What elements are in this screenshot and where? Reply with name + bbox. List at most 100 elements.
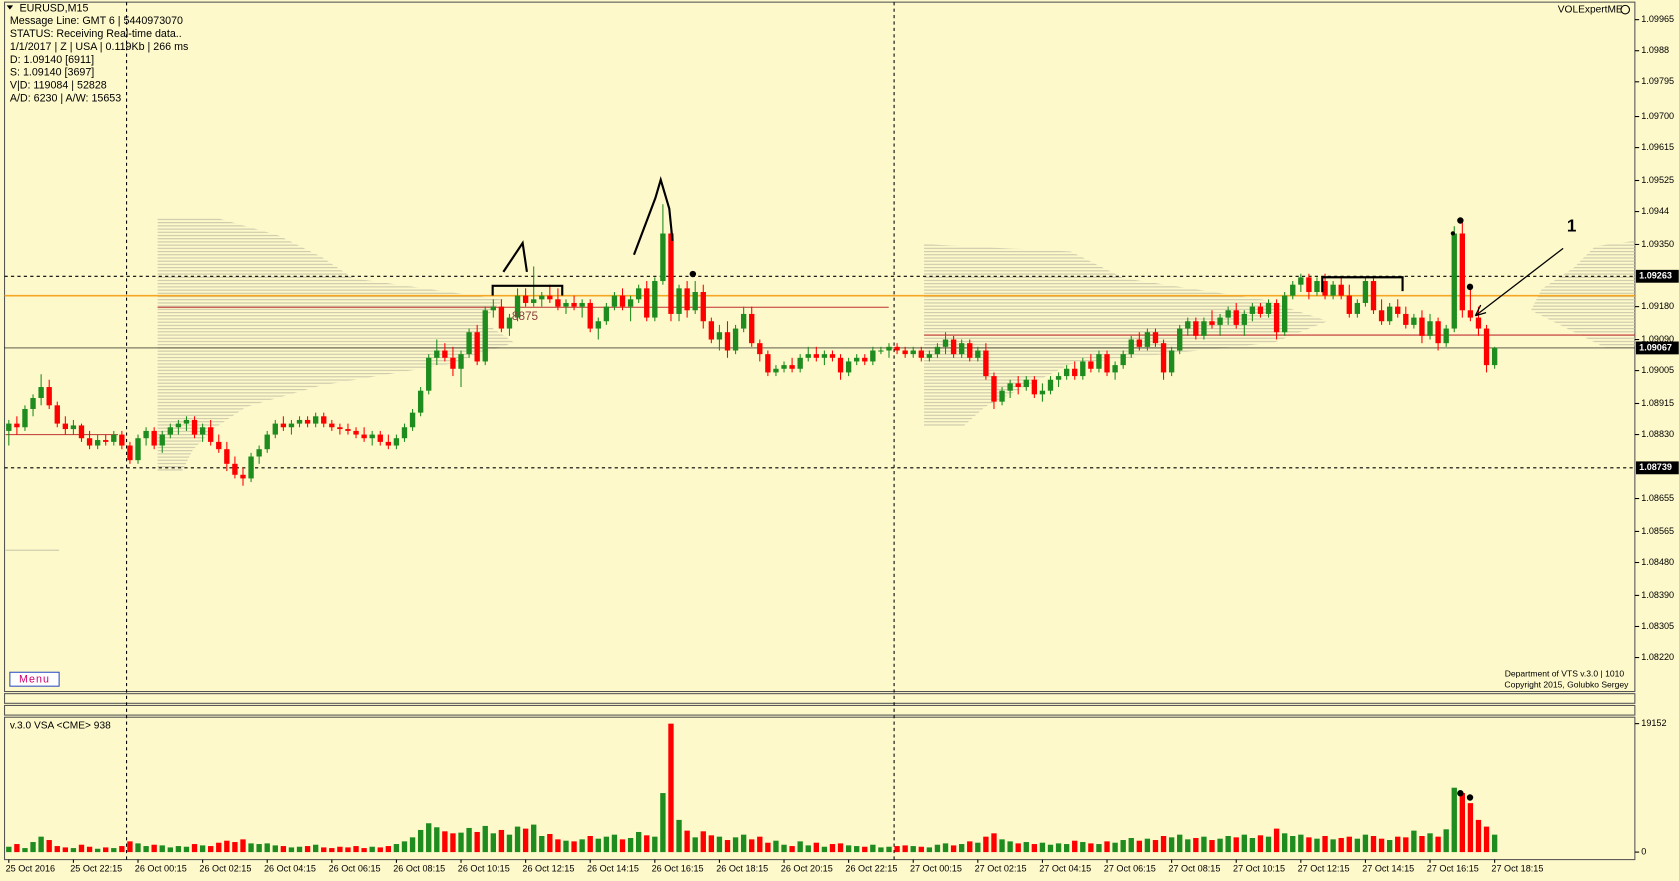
volume-bar (926, 847, 933, 853)
candle-body (466, 332, 472, 355)
volume-bar (175, 846, 182, 853)
volume-bar (288, 847, 295, 853)
volume-bar (1354, 838, 1361, 853)
x-tick-label: 26 Oct 18:15 (716, 864, 768, 874)
candle-body (167, 427, 173, 435)
volume-bar (151, 844, 157, 853)
volume-bar (191, 844, 198, 853)
y-tick-label: 1.08565 (1641, 526, 1674, 536)
candle-body (1241, 313, 1247, 325)
volume-bar (1483, 826, 1490, 853)
candle-body (442, 350, 448, 358)
candle-body (361, 434, 367, 439)
y-tick-label: 1.08830 (1641, 429, 1674, 439)
dots (689, 217, 1474, 801)
volume-bar (78, 844, 85, 853)
candle-body (490, 306, 496, 311)
candle-body (1273, 302, 1280, 333)
volume-bar (38, 836, 44, 853)
candle-body (845, 361, 852, 373)
candle-body (1346, 295, 1352, 314)
volume-bar (1282, 833, 1288, 853)
volume-bar (312, 844, 319, 853)
x-tick-label: 25 Oct 22:15 (70, 864, 122, 874)
candle-body (321, 416, 327, 424)
candle-body (151, 430, 157, 446)
volume-bar (854, 846, 860, 853)
volume-bar (870, 844, 876, 853)
y-tick-label: 1.0988 (1641, 45, 1669, 55)
price-level-box (1635, 461, 1679, 475)
candle-body (199, 427, 206, 435)
candle-body (450, 357, 456, 369)
x-tick-label: 27 Oct 06:15 (1104, 864, 1156, 874)
volume-bar (474, 831, 480, 853)
volume-bar (845, 845, 852, 853)
candle-body (837, 357, 844, 373)
volume-bar (635, 831, 642, 853)
volume-bar (369, 846, 375, 853)
volume-bar (304, 846, 311, 853)
volume-bar (1120, 840, 1126, 853)
candle-body (1451, 233, 1457, 329)
volume-bar (765, 842, 771, 853)
volume-bar (1112, 842, 1118, 853)
volume-bar (345, 847, 351, 853)
y-tick-label: 1.08220 (1641, 652, 1674, 662)
volume-bar (393, 844, 400, 853)
x-tick-label: 26 Oct 14:15 (587, 864, 639, 874)
candle-body (870, 350, 876, 362)
volume-bar (426, 823, 432, 853)
volume-bar (385, 846, 392, 853)
volume-bar (1015, 843, 1021, 853)
annotation: 8875 (512, 310, 539, 323)
candle-body (571, 302, 577, 307)
candle-body (1209, 321, 1215, 325)
volume-bar (910, 846, 916, 853)
candle-body (409, 412, 416, 428)
candle-body (635, 288, 642, 300)
candle-body (765, 354, 771, 373)
candle-body (1354, 302, 1361, 314)
candle-body (280, 423, 287, 428)
volume-bar (1096, 844, 1102, 853)
volume-bar (159, 845, 165, 853)
candle-body (256, 449, 262, 457)
menu-label[interactable]: Menu (19, 674, 50, 686)
volume-bar (1007, 841, 1013, 853)
volume-bar (991, 833, 997, 853)
y-tick-label: 1.09965 (1641, 14, 1674, 24)
candle-body (603, 306, 610, 322)
volume-bar (1168, 837, 1175, 853)
y-tick-label: 1.09615 (1641, 142, 1674, 152)
volume-bar (232, 842, 238, 853)
volume-bar (595, 838, 601, 853)
volume-bar (1217, 838, 1223, 853)
candle-body (94, 440, 101, 446)
candle-body (1096, 354, 1102, 369)
candle-body (1249, 306, 1256, 314)
candle-body (1290, 284, 1296, 296)
volume-bar (789, 846, 795, 853)
candle-body (143, 430, 149, 439)
menu-button[interactable] (9, 671, 60, 687)
candle-body (62, 423, 69, 430)
volume-bar (353, 846, 359, 853)
volume-bar (103, 847, 109, 853)
volume-bar (886, 846, 892, 853)
candle-body (531, 299, 537, 303)
volume-bar (1225, 835, 1231, 853)
volume-bar (183, 846, 190, 853)
candle-body (644, 288, 650, 318)
candle-body (377, 434, 383, 442)
volume-bar (417, 829, 424, 853)
candle-body (716, 332, 723, 340)
candle-body (345, 429, 351, 431)
volume-bar (208, 846, 214, 853)
x-tick-label: 26 Oct 16:15 (652, 864, 704, 874)
volume-bar (563, 840, 569, 853)
volume-bar (967, 841, 973, 853)
x-tick-label: 27 Oct 00:15 (910, 864, 962, 874)
candle-body (1419, 317, 1425, 336)
